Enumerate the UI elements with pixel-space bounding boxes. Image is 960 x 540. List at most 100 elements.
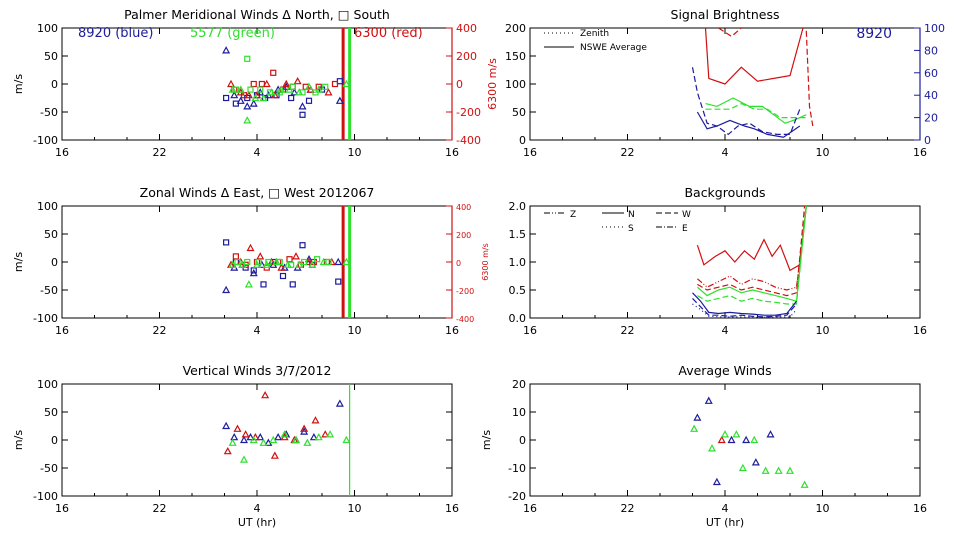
data-point-triangle-blue <box>236 96 245 104</box>
right-y-tick-label: 400 <box>456 203 471 212</box>
x-tick-label: 16 <box>913 502 927 515</box>
y-axis-label: m/s <box>480 430 493 450</box>
x-tick-label: 22 <box>621 146 635 159</box>
legend-label: S <box>628 224 634 234</box>
data-point-triangle-green <box>304 82 314 90</box>
data-point-triangle-blue <box>222 421 231 430</box>
data-point-triangle-green <box>690 424 699 432</box>
series-line-red <box>704 28 804 85</box>
x-tick-label: 22 <box>153 324 167 337</box>
right-y-tick-label: -400 <box>456 134 481 147</box>
data-point-triangle-blue <box>249 99 258 107</box>
data-point-square-green <box>322 83 329 90</box>
panel-meridional-winds: Palmer Meridional Winds Δ North, □ South… <box>12 7 499 159</box>
data-point-triangle-red <box>717 435 726 444</box>
series-line-green <box>705 97 807 124</box>
data-point-triangle-red <box>282 79 291 88</box>
legend-label: Zenith <box>580 29 609 39</box>
y-tick-label: -100 <box>33 312 58 325</box>
data-layer <box>690 396 809 488</box>
x-tick-label: 10 <box>348 502 362 515</box>
x-axis-label: UT (hr) <box>706 516 744 529</box>
data-point-triangle-red <box>267 257 276 266</box>
data-point-triangle-green <box>280 430 289 438</box>
data-point-square-green <box>232 86 239 93</box>
x-tick-label: 16 <box>55 324 69 337</box>
data-point-square-green <box>299 89 306 96</box>
data-point-triangle-blue <box>304 254 314 263</box>
data-point-square-green <box>301 258 308 266</box>
chart-title: Signal Brightness <box>671 7 780 22</box>
data-point-square-blue <box>288 94 295 102</box>
chart-title: Zonal Winds Δ East, □ West 2012067 <box>140 185 375 200</box>
data-point-triangle-red <box>223 446 232 455</box>
right-y-tick-label: 400 <box>456 22 477 35</box>
data-point-square-green <box>289 83 296 90</box>
right-y-tick-label: 0 <box>456 259 461 268</box>
x-tick-label: 10 <box>816 502 830 515</box>
data-point-square-green <box>255 258 262 266</box>
y-tick-label: 0 <box>519 134 526 147</box>
legend-label: NSWE Average <box>580 43 647 53</box>
data-point-square-red <box>250 80 257 88</box>
y-tick-label: 0 <box>51 78 58 91</box>
plot-frame <box>529 383 921 497</box>
series-line-red <box>696 206 807 272</box>
data-point-square-red <box>232 253 239 260</box>
data-point-triangle-green <box>249 435 258 444</box>
data-point-triangle-red <box>321 430 330 438</box>
data-point-triangle-green <box>800 480 809 488</box>
data-point-triangle-green <box>738 463 747 472</box>
data-point-triangle-red <box>291 252 301 260</box>
data-point-triangle-green <box>243 116 252 124</box>
data-point-triangle-blue <box>712 477 721 486</box>
data-point-triangle-red <box>261 390 270 399</box>
data-point-triangle-blue <box>222 285 231 294</box>
y-tick-label: 50 <box>44 406 58 419</box>
data-point-triangle-red <box>327 257 336 266</box>
legend-label: N <box>628 210 635 220</box>
data-point-triangle-blue <box>766 430 775 438</box>
x-tick-label: 16 <box>55 146 69 159</box>
data-point-triangle-blue <box>751 458 760 466</box>
data-point-triangle-blue <box>335 96 344 104</box>
x-tick-label: 16 <box>913 324 927 337</box>
data-point-square-blue <box>299 111 306 118</box>
data-point-triangle-green <box>774 466 783 474</box>
data-layer <box>222 46 351 124</box>
chart-title: Vertical Winds 3/7/2012 <box>183 363 332 378</box>
series-line-blue <box>692 292 797 316</box>
y-tick-label: 100 <box>505 78 526 91</box>
data-point-triangle-red <box>244 90 253 99</box>
y-tick-label: 100 <box>37 200 58 213</box>
x-tick-label: 10 <box>816 324 830 337</box>
data-point-triangle-green <box>342 79 351 88</box>
chart-title: Palmer Meridional Winds Δ North, □ South <box>124 7 390 22</box>
data-point-triangle-green <box>251 93 260 102</box>
data-point-square-green <box>247 86 254 93</box>
data-point-triangle-green <box>314 432 323 441</box>
data-point-triangle-red <box>226 79 236 88</box>
y-tick-label: -10 <box>508 462 526 475</box>
series-line-green <box>697 206 807 305</box>
x-tick-label: 10 <box>348 146 362 159</box>
series-line-blue <box>692 303 797 318</box>
y-tick-label: 100 <box>37 378 58 391</box>
x-tick-label: 10 <box>816 146 830 159</box>
x-tick-label: 4 <box>722 146 729 159</box>
right-axis-label: 6300 m/s <box>486 58 499 110</box>
data-point-square-green <box>257 86 264 93</box>
data-point-triangle-green <box>303 438 312 446</box>
y-tick-label: -100 <box>33 134 58 147</box>
data-point-triangle-blue <box>239 435 249 444</box>
data-point-triangle-red <box>241 430 250 438</box>
legend-label: E <box>682 224 688 234</box>
y-tick-label: 0.5 <box>509 284 527 297</box>
data-point-square-blue <box>335 278 342 285</box>
y-tick-label: -50 <box>40 462 58 475</box>
plot-frame <box>61 27 453 141</box>
